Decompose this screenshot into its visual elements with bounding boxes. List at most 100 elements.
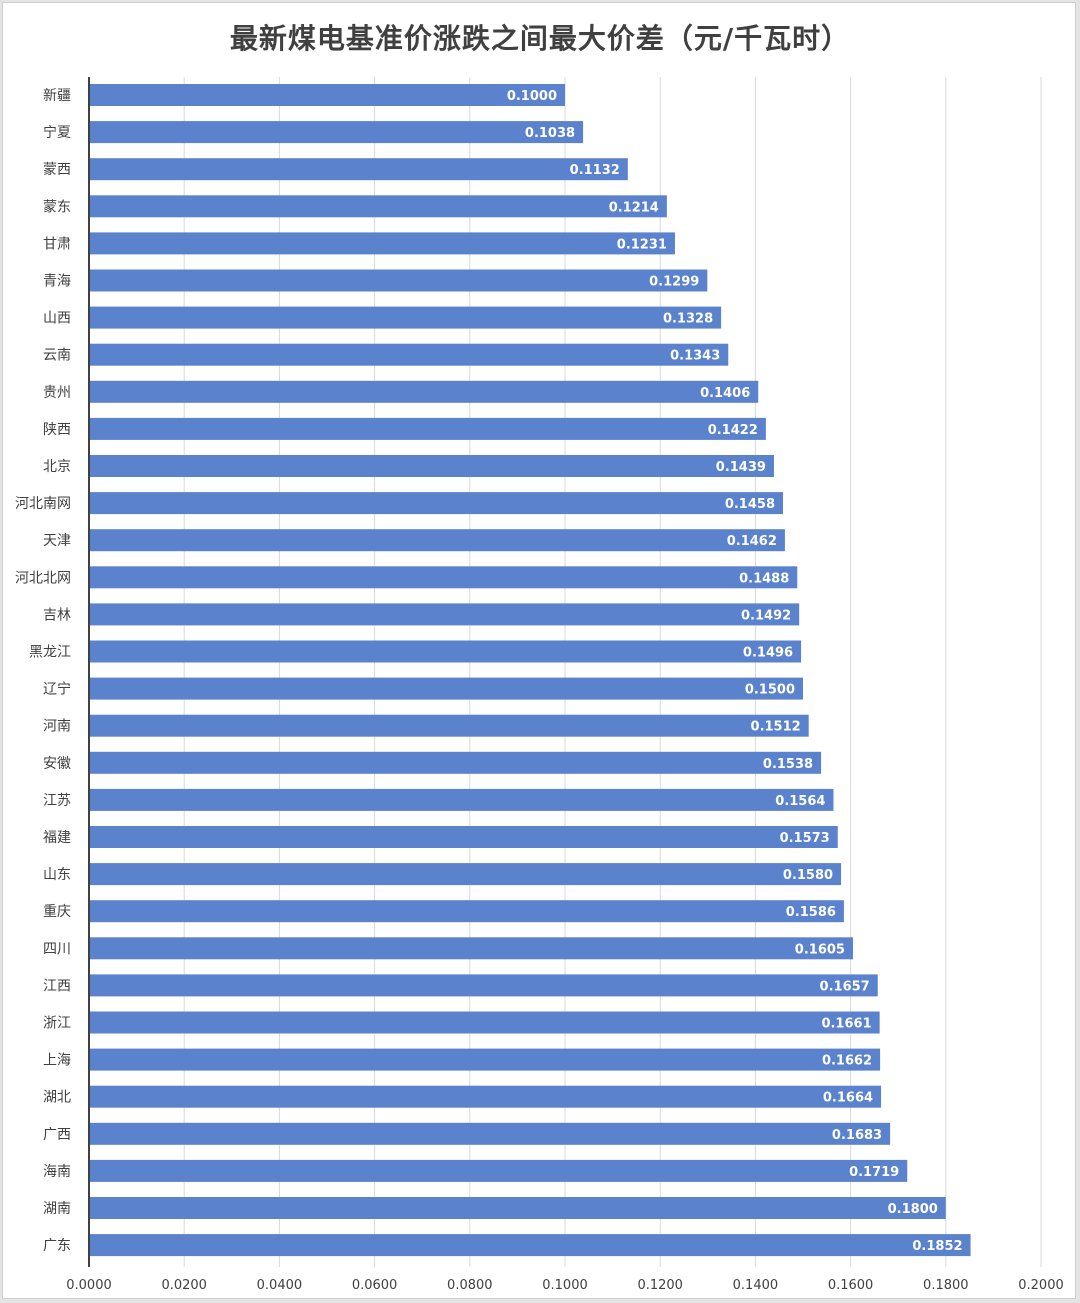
bar [89,640,802,663]
bar-value-label: 0.1661 [821,1017,871,1032]
bar-value-label: 0.1664 [823,1091,873,1106]
value-labels: 0.1000 0.1038 0.1132 0.1214 0.1231 0.1299 0.13… [507,89,963,1254]
x-tick-label: 0.0600 [352,1278,398,1293]
category-label: 福建 [43,830,71,846]
category-label: 湖南 [43,1201,71,1217]
category-label: 河北北网 [15,570,71,586]
bar-value-label: 0.1328 [663,312,713,327]
category-label: 安徽 [43,756,71,772]
bar-value-label: 0.1422 [708,423,758,438]
bar-value-label: 0.1214 [609,200,659,215]
category-label: 贵州 [43,385,71,401]
x-tick-label: 0.0800 [447,1278,493,1293]
bar [89,1197,946,1219]
bar [89,1234,971,1257]
category-label: 山西 [43,311,71,327]
bar [89,677,803,700]
bar-value-label: 0.1657 [820,979,870,994]
category-label: 江苏 [43,793,71,809]
bar-value-label: 0.1343 [670,349,720,364]
x-tick-label: 0.0400 [257,1278,303,1293]
bar-chart: 0.1000 0.1038 0.1132 0.1214 0.1231 0.1299 0.13… [15,77,1064,1293]
category-label: 新疆 [43,88,71,104]
bar [89,417,766,440]
bar [89,455,774,477]
bars [89,84,971,1257]
chart-title: 最新煤电基准价涨跌之间最大价差（元/千瓦时） [229,22,851,55]
bar [89,937,853,960]
category-label: 陕西 [43,422,71,438]
bar [89,232,675,255]
bar [89,826,838,848]
x-tick-label: 0.1400 [733,1278,779,1293]
bar-value-label: 0.1662 [822,1054,872,1069]
category-label: 蒙西 [43,162,71,178]
bar [89,863,842,886]
bar [89,84,565,106]
bar-value-label: 0.1538 [763,757,813,772]
bar [89,195,667,218]
x-tick-labels: 0.0000 0.0200 0.0400 0.0600 0.0800 0.1000 0.12… [66,1278,1064,1293]
bar-value-label: 0.1496 [743,646,793,661]
bar-value-label: 0.1683 [832,1128,882,1143]
bar-value-label: 0.1500 [745,683,795,698]
category-label: 重庆 [43,904,71,920]
category-label: 黑龙江 [29,645,71,661]
category-label: 上海 [43,1053,71,1069]
category-label: 湖北 [43,1090,71,1106]
category-label: 天津 [43,533,71,549]
bar-value-label: 0.1439 [716,460,766,475]
category-label: 甘肃 [43,236,71,252]
x-tick-label: 0.1600 [828,1278,874,1293]
category-label: 河南 [43,719,71,735]
category-label: 青海 [43,274,71,290]
bar-value-label: 0.1573 [780,831,830,846]
bar [89,1159,908,1182]
bar-value-label: 0.1586 [786,905,836,920]
category-labels: 新疆宁夏蒙西蒙东甘肃青海山西云南贵州陕西北京河北南网天津河北北网吉林黑龙江辽宁河… [15,88,71,1254]
bar [89,751,822,774]
category-label: 四川 [43,941,71,957]
x-tick-label: 0.0200 [161,1278,207,1293]
bar [89,343,729,366]
bar [89,900,844,923]
x-tick-label: 0.0000 [66,1278,112,1293]
category-label: 辽宁 [43,681,71,698]
category-label: 海南 [43,1164,71,1180]
bar [89,1011,880,1034]
bar [89,566,798,589]
bar-value-label: 0.1299 [649,275,699,290]
bar-value-label: 0.1488 [739,571,789,586]
bar-value-label: 0.1132 [570,163,620,178]
bar-value-label: 0.1852 [912,1239,962,1254]
category-label: 广西 [43,1127,71,1143]
bar [89,974,878,997]
bar-value-label: 0.1458 [725,497,775,512]
x-tick-label: 0.1200 [637,1278,683,1293]
bar-value-label: 0.1564 [775,794,825,809]
bar-value-label: 0.1462 [727,534,777,549]
bar [89,1048,881,1071]
bar [89,158,628,181]
bar-value-label: 0.1800 [888,1202,938,1217]
bar [89,306,722,329]
bar-value-label: 0.1406 [700,386,750,401]
category-label: 河北南网 [15,496,71,512]
x-tick-label: 0.1000 [542,1278,588,1293]
bar [89,603,800,626]
category-label: 宁夏 [43,124,71,141]
category-label: 山东 [43,867,71,883]
category-label: 吉林 [43,607,71,623]
category-label: 北京 [43,459,71,475]
bar [89,788,834,811]
bar [89,380,759,403]
category-label: 云南 [43,348,71,364]
x-tick-label: 0.1800 [923,1278,969,1293]
bar [89,529,785,552]
bar [89,269,708,292]
bar-value-label: 0.1000 [507,89,557,104]
x-tick-label: 0.2000 [1018,1278,1064,1293]
bar-value-label: 0.1605 [795,942,845,957]
bar [89,1085,882,1108]
